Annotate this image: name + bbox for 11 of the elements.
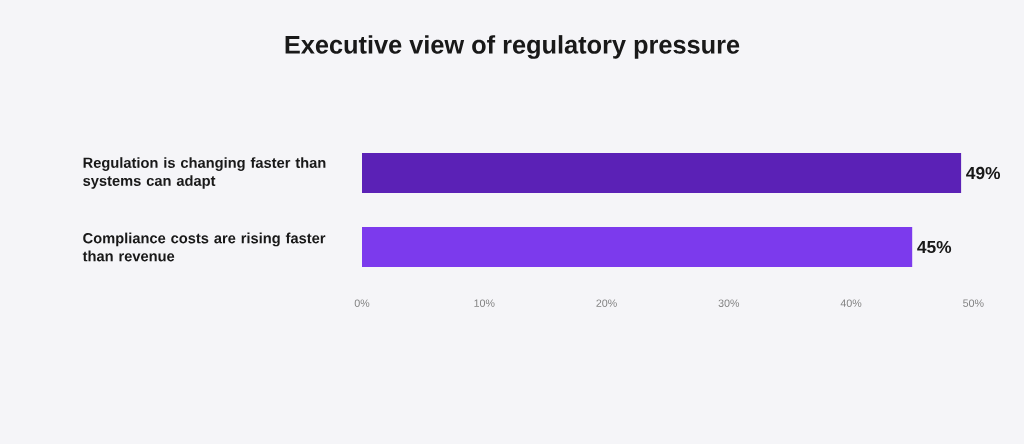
x-tick-label: 40% [840,299,862,307]
data-label: 49% [966,166,1001,180]
x-tick-label: 30% [718,299,740,307]
chart-title: Executive view of regulatory pressure [285,35,740,59]
y-tick-label: Regulation is changing faster than systems can adapt [83,157,326,189]
x-tick-label: 10% [474,299,495,307]
y-tick-label: Compliance costs are rising faster than revenue [82,232,326,262]
x-tick-label: 50% [963,299,984,307]
data-label: 45% [917,240,952,254]
x-tick-label: 20% [596,299,617,307]
x-tick-label: 0% [354,299,370,307]
